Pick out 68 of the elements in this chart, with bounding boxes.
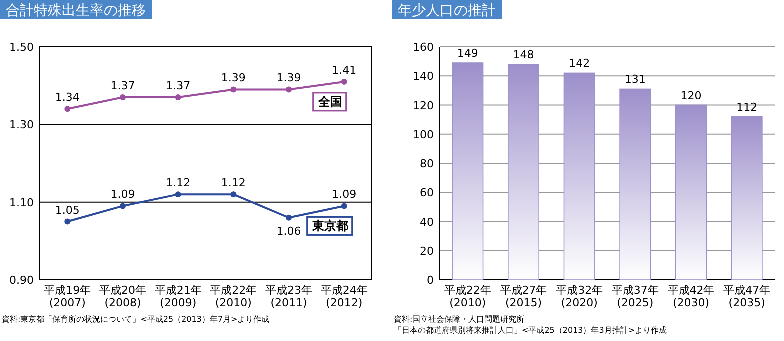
point [175, 192, 182, 198]
point [230, 86, 237, 93]
y-tick-label: 60 [420, 186, 434, 200]
y-tick-label: 160 [413, 41, 434, 54]
x-tick-label: 平成21年 (2009) [154, 284, 202, 310]
data-label: 112 [736, 100, 758, 114]
bar [675, 104, 708, 280]
data-label: 148 [513, 48, 534, 62]
data-label: 1.09 [332, 188, 357, 202]
data-label: 1.39 [221, 72, 246, 85]
x-tick-label: 平成19年 (2007) [44, 284, 92, 310]
chart-title: 合計特殊出生率の推移 [6, 3, 146, 19]
data-label: 120 [680, 89, 702, 102]
data-label: 142 [569, 57, 590, 70]
y-tick-label: 20 [420, 244, 434, 258]
x-tick-label: 平成23年 (2011) [266, 284, 312, 310]
data-label: 1.34 [55, 91, 80, 104]
y-tick-label: 0 [427, 274, 434, 287]
text: 資料:東京都「保育所の状況について」<平成25（2013）年7月>より作成 [2, 315, 270, 324]
data-label: 1.06 [276, 224, 302, 238]
x-tick-label: 平成47年 (2035) [724, 284, 771, 310]
data-label: 1.12 [221, 176, 246, 190]
y-tick-label: 100 [413, 128, 434, 142]
y-tick-label: 120 [413, 99, 434, 112]
text: 資料:国立社会保障・人口問題研究所 [394, 315, 525, 324]
y-tick-label: 40 [420, 216, 434, 229]
x-tick-label: 平成27年 (2015) [500, 284, 548, 310]
bar [564, 72, 596, 280]
x-tick-label: 平成22年 (2010) [444, 284, 492, 310]
y-tick-label: 1.30 [10, 118, 34, 132]
x-tick-label: 平成24年 (2012) [320, 284, 368, 310]
point [341, 203, 348, 210]
bar [620, 88, 652, 280]
point [230, 192, 237, 198]
data-label: 1.37 [110, 79, 136, 92]
bar [452, 62, 484, 280]
chart-title: 年少人口の推計 [398, 3, 496, 19]
text: 「日本の都道府県別将来推計人口」<平成25（2013）年3月推計>より作成 [394, 326, 668, 335]
y-tick-label: 140 [413, 70, 434, 84]
data-label: 1.05 [55, 204, 80, 217]
y-tick-label: 1.10 [10, 196, 34, 210]
point [64, 106, 71, 112]
bar [508, 64, 540, 280]
series-label: 全国 [317, 94, 342, 109]
point [64, 218, 71, 225]
x-tick-label: 平成42年 (2030) [668, 284, 715, 310]
point [286, 86, 292, 93]
point [341, 78, 348, 85]
data-label: 1.12 [166, 176, 191, 190]
point [120, 203, 126, 210]
data-label: 1.41 [332, 64, 357, 77]
point [286, 214, 292, 221]
x-tick-label: 平成22年 (2010) [210, 284, 258, 310]
data-label: 1.09 [110, 188, 136, 202]
y-tick-label: 0.90 [10, 274, 34, 287]
x-tick-label: 平成32年 (2020) [556, 284, 604, 310]
data-label: 149 [457, 47, 478, 60]
y-tick-label: 80 [420, 158, 434, 170]
data-label: 131 [624, 73, 646, 86]
series-label: 東京都 [311, 219, 348, 234]
x-tick-label: 平成37年 (2025) [612, 284, 659, 310]
data-label: 1.39 [276, 72, 302, 85]
bar [731, 116, 763, 280]
point [120, 94, 126, 100]
data-label: 1.37 [166, 79, 191, 92]
point [175, 94, 182, 100]
y-tick-label: 1.50 [10, 41, 34, 54]
x-tick-label: 平成20年 (2008) [100, 284, 146, 310]
